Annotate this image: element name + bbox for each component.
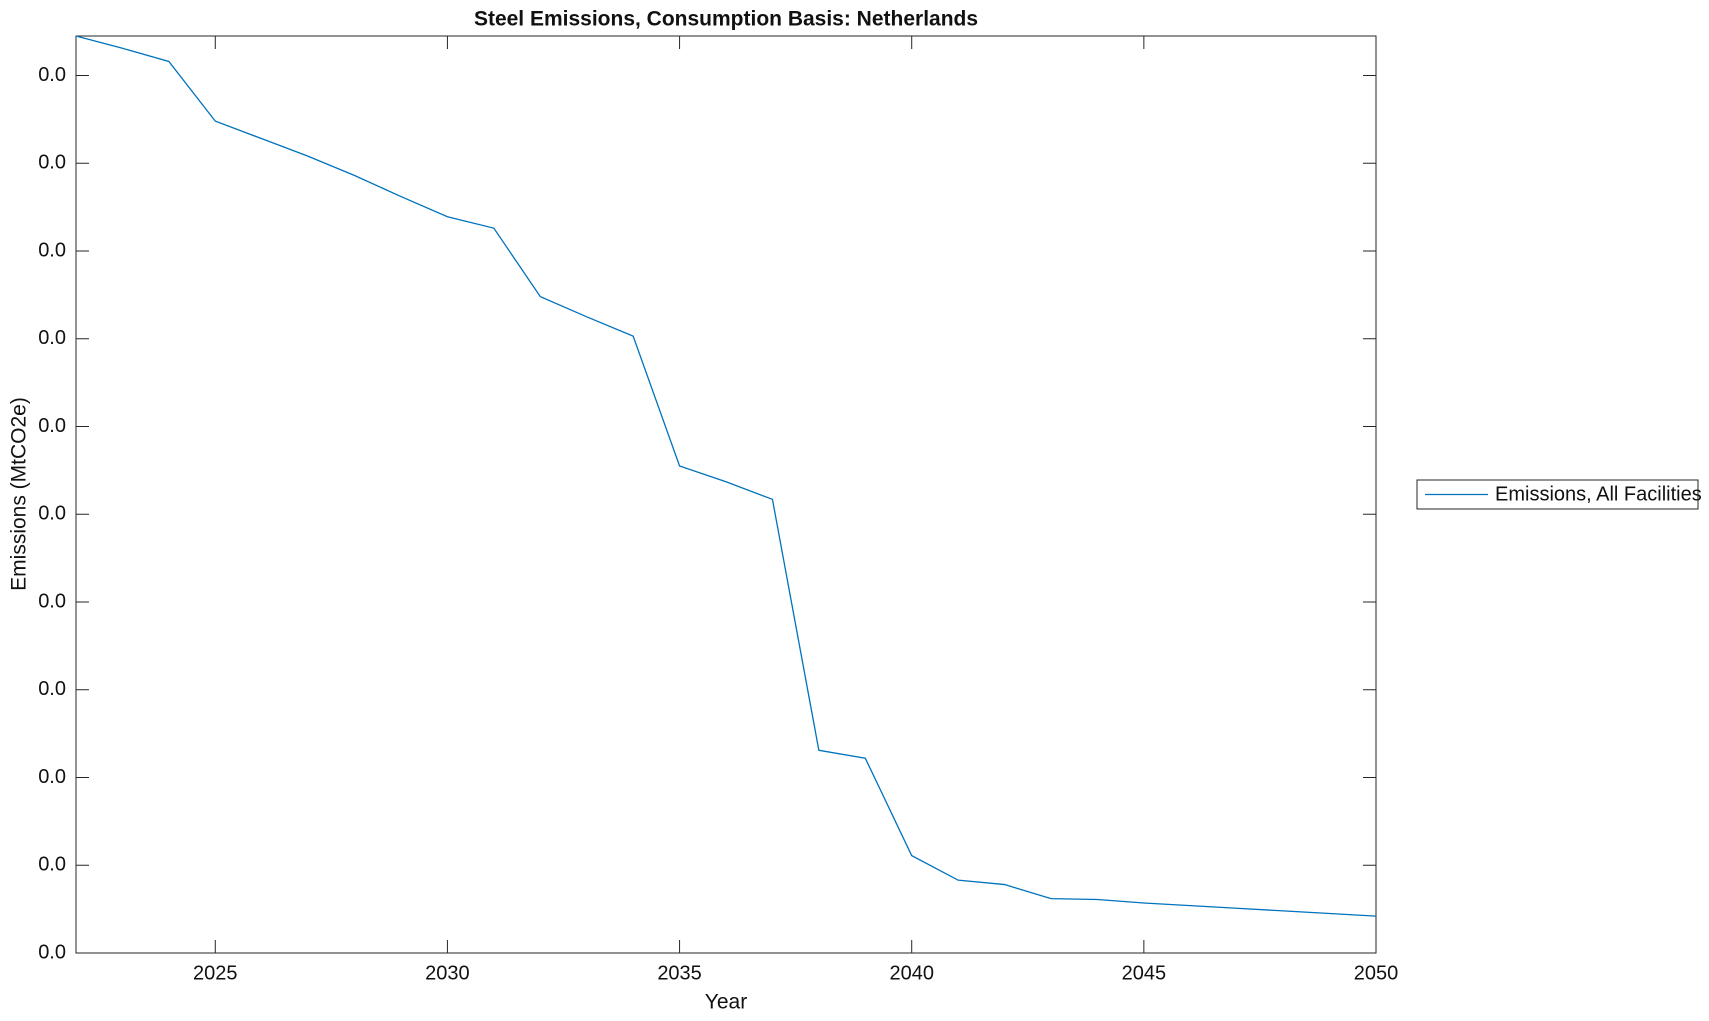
legend: Emissions, All Facilities xyxy=(1416,479,1702,510)
x-tick-label: 2035 xyxy=(657,962,702,984)
legend-label: Emissions, All Facilities xyxy=(1495,483,1702,505)
y-axis-label: Emissions (MtCO2e) xyxy=(8,397,31,591)
y-tick-label: 0.0 xyxy=(38,415,66,437)
chart-title: Steel Emissions, Consumption Basis: Neth… xyxy=(474,8,978,31)
y-tick-label: 0.0 xyxy=(38,941,66,963)
series-line xyxy=(75,35,1377,917)
y-tick-label: 0.0 xyxy=(38,678,66,700)
y-tick-label: 0.0 xyxy=(38,766,66,788)
y-tick-label: 0.0 xyxy=(38,239,66,261)
x-tick-label: 2030 xyxy=(425,962,470,984)
plot-frame xyxy=(75,35,1377,954)
x-tick-label: 2050 xyxy=(1354,962,1399,984)
y-tick-label: 0.0 xyxy=(38,152,66,174)
y-tick-label: 0.0 xyxy=(38,503,66,525)
x-tick-label: 2040 xyxy=(889,962,934,984)
y-tick-label: 0.0 xyxy=(38,854,66,876)
x-axis-label: Year xyxy=(705,991,747,1014)
x-tick-label: 2025 xyxy=(193,962,238,984)
y-tick-label: 0.0 xyxy=(38,590,66,612)
y-tick-label: 0.0 xyxy=(38,327,66,349)
x-tick-label: 2045 xyxy=(1122,962,1167,984)
y-tick-label: 0.0 xyxy=(38,64,66,86)
